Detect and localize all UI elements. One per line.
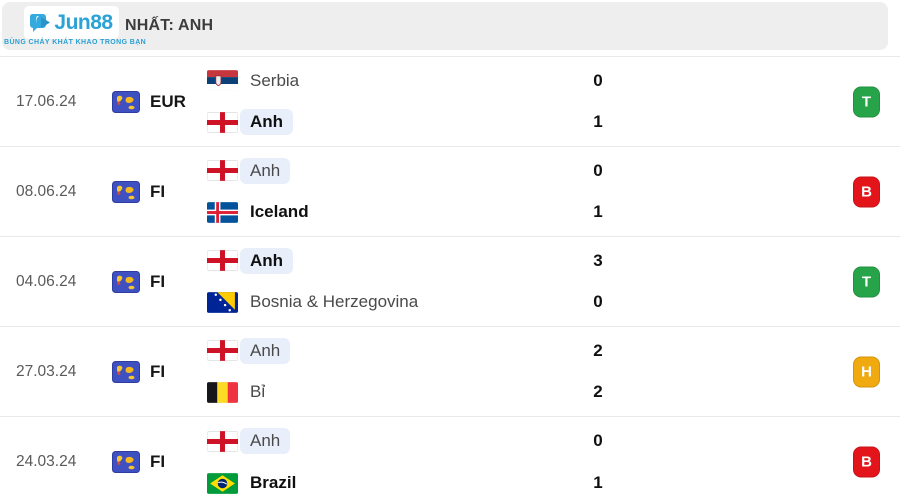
match-row[interactable]: 04.06.24 FI Anh 3 Bosnia & He — [0, 237, 900, 327]
team-line: Anh 0 — [207, 153, 900, 189]
result-badge: T — [853, 266, 880, 297]
team-name: Anh — [240, 428, 291, 454]
world-map-icon — [112, 180, 140, 203]
team-line: Bỉ 2 — [207, 375, 900, 411]
team-name: Anh — [240, 247, 294, 274]
world-map-icon — [112, 90, 140, 113]
belgium-flag-icon — [207, 381, 238, 403]
bosnia-flag-icon — [207, 291, 238, 313]
match-date: 04.06.24 — [16, 272, 77, 290]
team-line: Anh 1 — [207, 105, 900, 141]
match-date: 17.06.24 — [16, 92, 77, 110]
england-flag-icon — [207, 111, 238, 133]
team-line: Brazil 1 — [207, 465, 900, 500]
world-map-icon — [112, 360, 140, 383]
team-line: Iceland 1 — [207, 195, 900, 231]
team-line: Bosnia & Herzegovina 0 — [207, 285, 900, 321]
team-name: Bỉ — [250, 382, 266, 402]
team-score: 0 — [593, 431, 603, 450]
brand-tagline: BÙNG CHÁY KHÁT KHAO TRONG BẠN — [4, 39, 147, 46]
england-flag-icon — [207, 160, 238, 182]
match-list: 17.06.24 EUR Serbia 0 Anh — [0, 56, 900, 500]
team-name: Serbia — [250, 70, 300, 90]
team-name: Anh — [240, 157, 291, 184]
result-badge: T — [853, 86, 880, 117]
team-score: 3 — [593, 250, 603, 270]
team-score: 2 — [593, 382, 603, 402]
world-map-icon — [112, 451, 140, 473]
brazil-flag-icon — [207, 472, 238, 494]
iceland-flag-icon — [207, 201, 238, 223]
team-score: 1 — [593, 473, 603, 492]
team-name: Brazil — [250, 473, 297, 492]
competition-label: FI — [150, 361, 166, 381]
competition-label: FI — [150, 181, 166, 201]
team-name: Bosnia & Herzegovina — [250, 292, 419, 312]
result-badge: B — [853, 176, 880, 207]
competition-label: FI — [150, 452, 166, 471]
team-line: Anh 0 — [207, 423, 900, 459]
match-row[interactable]: 08.06.24 FI Anh 0 Iceland — [0, 147, 900, 237]
match-date: 08.06.24 — [16, 182, 77, 200]
competition-label: EUR — [150, 91, 186, 111]
result-badge: B — [853, 446, 880, 478]
england-flag-icon — [207, 340, 238, 362]
team-score: 1 — [593, 202, 603, 222]
section-header: NHẤT: ANH — [2, 2, 888, 50]
competition-label: FI — [150, 271, 166, 291]
brand-logo-icon — [30, 11, 53, 35]
team-line: Anh 2 — [207, 333, 900, 369]
brand-name: Jun88 — [54, 10, 113, 34]
team-line: Anh 3 — [207, 243, 900, 279]
world-map-icon — [112, 270, 140, 293]
team-name: Iceland — [250, 202, 309, 222]
brand-logo: Jun88 — [24, 6, 119, 39]
match-row[interactable]: 17.06.24 EUR Serbia 0 Anh — [0, 57, 900, 147]
team-score: 1 — [593, 112, 603, 132]
result-badge: H — [853, 356, 880, 387]
england-flag-icon — [207, 430, 238, 452]
team-score: 0 — [593, 160, 603, 180]
serbia-flag-icon — [207, 70, 238, 92]
team-name: Anh — [240, 337, 291, 364]
match-row[interactable]: 27.03.24 FI Anh 2 Bỉ — [0, 327, 900, 417]
match-date: 27.03.24 — [16, 362, 77, 380]
match-row[interactable]: 24.03.24 FI Anh 0 Brazil — [0, 417, 900, 500]
team-score: 0 — [593, 70, 603, 90]
section-title: NHẤT: ANH — [125, 17, 214, 34]
team-line: Serbia 0 — [207, 63, 900, 99]
team-score: 0 — [593, 292, 603, 312]
match-date: 24.03.24 — [16, 453, 77, 470]
team-name: Anh — [240, 109, 294, 136]
team-score: 2 — [593, 340, 603, 360]
england-flag-icon — [207, 250, 238, 272]
